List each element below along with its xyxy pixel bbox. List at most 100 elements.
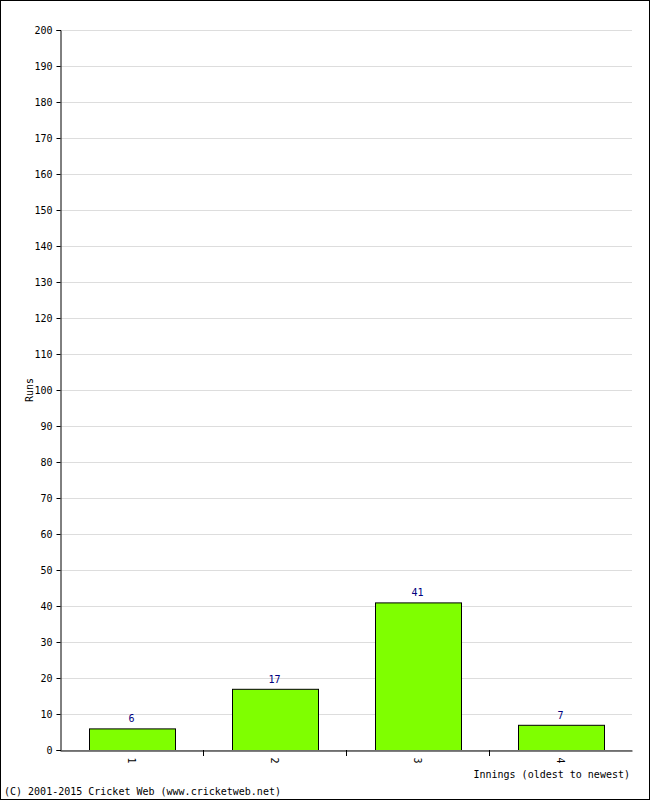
y-tick-mark	[57, 642, 61, 643]
bar	[519, 725, 605, 750]
y-tick-label: 70	[40, 493, 52, 504]
data-label: 41	[411, 587, 423, 598]
y-tick: 20	[40, 673, 60, 684]
y-tick-mark	[57, 714, 61, 715]
y-tick-mark	[57, 678, 61, 679]
y-tick-mark	[57, 174, 61, 175]
y-tick-label: 170	[34, 133, 52, 144]
y-tick: 140	[34, 241, 60, 252]
y-axis-line	[57, 31, 62, 751]
x-separators	[204, 750, 490, 756]
grid-line	[60, 102, 632, 103]
bars	[90, 603, 605, 750]
data-label: 17	[268, 674, 280, 685]
grid-line	[60, 498, 632, 499]
grid-line	[60, 66, 632, 67]
y-tick: 200	[34, 25, 60, 36]
bar	[376, 603, 462, 750]
grid-line	[60, 462, 632, 463]
grid-line	[60, 390, 632, 391]
y-tick: 50	[40, 565, 60, 576]
grid-line	[60, 138, 632, 139]
data-label: 7	[557, 710, 563, 721]
x-tick-label: 1	[126, 758, 137, 764]
y-tick: 60	[40, 529, 60, 540]
y-tick-mark	[57, 318, 61, 319]
y-tick-mark	[57, 210, 61, 211]
grid-line	[60, 282, 632, 283]
y-tick-mark	[57, 30, 61, 31]
y-tick: 130	[34, 277, 60, 288]
y-tick: 70	[40, 493, 60, 504]
y-tick: 0	[46, 745, 60, 756]
y-tick-label: 140	[34, 241, 52, 252]
grid-line	[60, 30, 632, 31]
y-tick-label: 200	[34, 25, 52, 36]
data-labels: 617417	[128, 587, 563, 724]
y-tick: 190	[34, 61, 60, 72]
grid-line	[60, 354, 632, 355]
grid-line	[60, 606, 632, 607]
y-axis-title: Runs	[24, 378, 35, 402]
y-tick-label: 30	[40, 637, 52, 648]
y-tick-label: 160	[34, 169, 52, 180]
x-separator	[203, 750, 204, 756]
y-tick-label: 50	[40, 565, 52, 576]
y-tick-label: 180	[34, 97, 52, 108]
bar	[90, 729, 176, 750]
y-tick: 90	[40, 421, 60, 432]
grid-line	[60, 570, 632, 571]
y-tick-mark	[57, 138, 61, 139]
y-tick-label: 150	[34, 205, 52, 216]
grid-line	[60, 714, 632, 715]
annotation: (C) 2001-2015 Cricket Web (www.cricketwe…	[4, 786, 281, 797]
y-tick-label: 10	[40, 709, 52, 720]
y-tick-label: 110	[34, 349, 52, 360]
y-tick-mark	[57, 390, 61, 391]
y-tick: 40	[40, 601, 60, 612]
y-tick: 100	[34, 385, 60, 396]
y-tick: 160	[34, 169, 60, 180]
y-tick-mark	[57, 750, 61, 751]
y-tick-label: 100	[34, 385, 52, 396]
grid-line	[60, 678, 632, 679]
y-tick-mark	[57, 606, 61, 607]
x-separator	[489, 750, 490, 756]
y-tick-label: 80	[40, 457, 52, 468]
y-tick-mark	[57, 354, 61, 355]
grid-line	[60, 534, 632, 535]
y-tick-mark	[57, 498, 61, 499]
x-tick-label: 2	[269, 758, 280, 764]
y-tick-mark	[57, 66, 61, 67]
x-axis-title: Innings (oldest to newest)	[473, 769, 630, 780]
y-tick: 30	[40, 637, 60, 648]
y-axis: 0 10 20 30 40 50 60 70 80 90 100 110 120 130 140 150 160…	[34, 25, 61, 756]
y-tick: 110	[34, 349, 60, 360]
y-tick-label: 190	[34, 61, 52, 72]
y-tick-mark	[57, 282, 61, 283]
chart: 6174170102030405060708090100110120130140…	[0, 0, 650, 800]
y-tick-mark	[57, 426, 61, 427]
x-tick: 1	[126, 751, 137, 764]
grid-line	[60, 642, 632, 643]
x-tick-label: 3	[412, 758, 423, 764]
grid-line	[60, 210, 632, 211]
x-tick-label: 4	[555, 758, 566, 764]
y-tick-label: 40	[40, 601, 52, 612]
y-tick-mark	[57, 462, 61, 463]
y-tick-label: 90	[40, 421, 52, 432]
grid-line	[60, 426, 632, 427]
grid-line	[60, 318, 632, 319]
x-axis: 1 2 3 4	[61, 751, 633, 764]
x-tick: 2	[269, 751, 280, 764]
y-tick: 170	[34, 133, 60, 144]
y-tick-label: 120	[34, 313, 52, 324]
y-tick-mark	[57, 570, 61, 571]
y-tick: 10	[40, 709, 60, 720]
y-tick: 80	[40, 457, 60, 468]
y-tick-mark	[57, 102, 61, 103]
x-separator	[346, 750, 347, 756]
x-tick: 3	[412, 751, 423, 764]
grid	[60, 31, 632, 751]
y-tick-label: 0	[46, 745, 52, 756]
